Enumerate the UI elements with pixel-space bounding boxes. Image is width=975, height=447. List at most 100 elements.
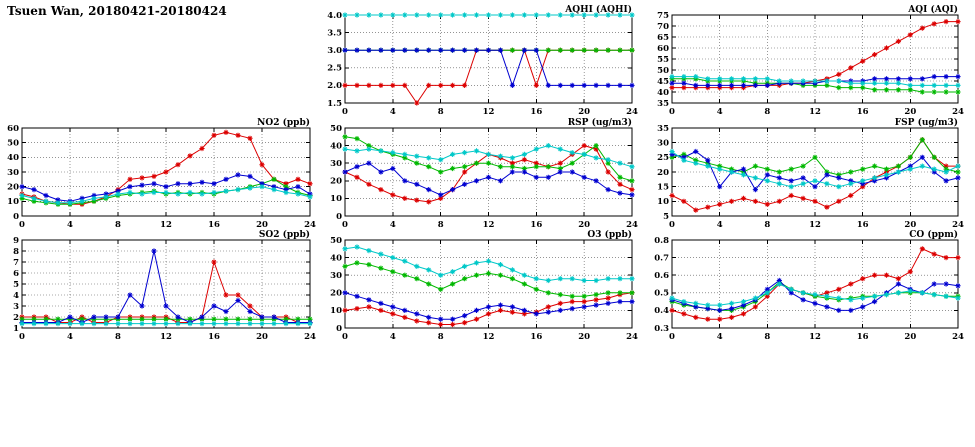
chart-so2-title: SO2 (ppb) bbox=[259, 229, 310, 240]
y-tick-label: 15 bbox=[657, 182, 669, 192]
series-markers-cyan bbox=[669, 281, 961, 308]
x-tick-label: 0 bbox=[669, 220, 675, 230]
axis-ticks bbox=[671, 239, 959, 329]
page-title: Tsuen Wan, 20180421-20180424 bbox=[7, 4, 227, 18]
x-tick-label: 16 bbox=[530, 107, 542, 117]
y-tick-label: 0.7 bbox=[654, 253, 669, 263]
y-tick-label: 10 bbox=[657, 197, 669, 207]
x-tick-label: 0 bbox=[19, 332, 25, 342]
chart-rsp-title: RSP (ug/m3) bbox=[568, 117, 632, 128]
y-tick-label: 40 bbox=[7, 153, 19, 163]
x-tick-label: 12 bbox=[160, 220, 172, 230]
y-tick-label: 0.4 bbox=[654, 306, 669, 316]
x-tick-label: 0 bbox=[342, 220, 348, 230]
x-tick-label: 20 bbox=[578, 332, 590, 342]
y-tick-label: 0 bbox=[336, 212, 342, 222]
gridlines bbox=[671, 14, 959, 104]
x-tick-label: 16 bbox=[530, 332, 542, 342]
x-tick-label: 12 bbox=[160, 332, 172, 342]
series-markers-cyan bbox=[19, 321, 313, 327]
axis-ticks bbox=[21, 127, 311, 217]
series-markers-green bbox=[342, 134, 635, 184]
chart-fsp-title: FSP (ug/m3) bbox=[895, 117, 958, 128]
axis-ticks bbox=[344, 14, 633, 104]
chart-aqhi-plot: 1.5 2.0 2.5 3.0 3.5 4.0 0 4 8 12 16 20 24 AQHI (AQHI) bbox=[327, 4, 638, 117]
y-tick-label: 4.0 bbox=[327, 11, 342, 21]
chart-o3-plot: 0 10 20 30 40 50 0 4 8 12 16 20 24 O3 (ppb) bbox=[330, 229, 638, 342]
y-tick-label: 60 bbox=[7, 124, 19, 134]
series-line-red bbox=[22, 260, 310, 323]
x-tick-label: 20 bbox=[904, 220, 916, 230]
y-tick-label: 10 bbox=[7, 197, 19, 207]
chart-aqhi: 1.5 2.0 2.5 3.0 3.5 4.0 0 4 8 12 16 20 24 AQHI (AQHI) bbox=[319, 3, 641, 123]
x-tick-label: 24 bbox=[304, 332, 316, 342]
chart-o3: 0 10 20 30 40 50 0 4 8 12 16 20 24 O3 (ppb) bbox=[319, 228, 641, 348]
chart-no2-title: NO2 (ppb) bbox=[257, 117, 310, 128]
chart-so2: 1 2 3 4 5 6 7 8 9 0 4 8 12 16 20 24 SO2 (ppb) bbox=[0, 228, 319, 348]
x-tick-label: 4 bbox=[390, 107, 396, 117]
y-tick-label: 60 bbox=[657, 44, 669, 54]
series-markers-red bbox=[19, 259, 313, 326]
y-tick-label: 40 bbox=[657, 88, 669, 98]
x-tick-label: 8 bbox=[438, 107, 444, 117]
y-tick-label: 55 bbox=[657, 55, 669, 65]
x-tick-label: 24 bbox=[952, 332, 964, 342]
y-tick-label: 0.5 bbox=[654, 289, 669, 299]
y-tick-label: 1 bbox=[13, 324, 19, 334]
x-tick-label: 0 bbox=[342, 107, 348, 117]
y-tick-label: 3.5 bbox=[327, 28, 342, 38]
x-tick-label: 24 bbox=[626, 107, 638, 117]
x-tick-label: 12 bbox=[483, 332, 495, 342]
x-tick-label: 0 bbox=[342, 332, 348, 342]
x-tick-label: 12 bbox=[809, 220, 821, 230]
y-tick-label: 0 bbox=[13, 212, 19, 222]
chart-aqi-title: AQI (AQI) bbox=[907, 4, 958, 15]
series-markers-cyan bbox=[19, 184, 313, 206]
y-tick-label: 3.0 bbox=[327, 46, 342, 56]
gridlines bbox=[671, 239, 959, 329]
x-tick-label: 16 bbox=[857, 107, 869, 117]
chart-fsp-plot: 5 10 15 20 25 30 35 0 4 8 12 16 20 24 FSP (ug/m3) bbox=[657, 117, 964, 230]
series-markers-blue bbox=[342, 160, 635, 198]
x-tick-label: 8 bbox=[438, 332, 444, 342]
chart-aqi: 35 40 45 50 55 60 65 70 75 0 4 8 12 16 20 24 AQI (AQI) bbox=[646, 3, 967, 123]
y-tick-label: 8 bbox=[13, 247, 19, 257]
y-tick-label: 20 bbox=[7, 182, 19, 192]
x-tick-label: 20 bbox=[256, 220, 268, 230]
x-tick-label: 24 bbox=[952, 220, 964, 230]
y-tick-label: 30 bbox=[330, 271, 342, 281]
y-tick-label: 50 bbox=[7, 138, 19, 148]
series-markers-blue bbox=[19, 248, 313, 326]
series-markers-green bbox=[669, 137, 961, 178]
x-tick-label: 20 bbox=[578, 107, 590, 117]
y-tick-label: 65 bbox=[657, 33, 669, 43]
series-markers-blue bbox=[19, 172, 313, 204]
y-tick-label: 0 bbox=[336, 324, 342, 334]
x-tick-label: 12 bbox=[483, 107, 495, 117]
series-markers-blue bbox=[342, 290, 635, 322]
x-tick-label: 4 bbox=[717, 332, 723, 342]
x-tick-label: 4 bbox=[390, 220, 396, 230]
x-tick-label: 24 bbox=[626, 220, 638, 230]
y-tick-label: 10 bbox=[330, 194, 342, 204]
y-tick-label: 5 bbox=[663, 212, 669, 222]
y-tick-label: 50 bbox=[657, 66, 669, 76]
y-tick-label: 35 bbox=[657, 99, 669, 109]
series-markers-cyan bbox=[342, 143, 635, 170]
x-tick-label: 4 bbox=[717, 220, 723, 230]
chart-fsp: 5 10 15 20 25 30 35 0 4 8 12 16 20 24 FSP (ug/m3) bbox=[646, 116, 967, 236]
y-tick-label: 50 bbox=[330, 124, 342, 134]
x-tick-label: 0 bbox=[669, 107, 675, 117]
x-tick-label: 12 bbox=[483, 220, 495, 230]
x-tick-label: 24 bbox=[626, 332, 638, 342]
chart-rsp: 0 10 20 30 40 50 0 4 8 12 16 20 24 RSP (ug/m3) bbox=[319, 116, 641, 236]
y-tick-label: 35 bbox=[657, 124, 669, 134]
y-tick-label: 6 bbox=[13, 269, 19, 279]
y-tick-label: 40 bbox=[330, 253, 342, 263]
plot-border bbox=[671, 239, 959, 329]
series-line-red bbox=[345, 49, 632, 104]
plot-border bbox=[344, 127, 633, 217]
y-tick-label: 2 bbox=[13, 313, 19, 323]
chart-co-plot: 0.3 0.4 0.5 0.6 0.7 0.8 0 4 8 12 16 20 24 CO (ppm) bbox=[654, 229, 964, 342]
x-tick-label: 8 bbox=[764, 220, 770, 230]
